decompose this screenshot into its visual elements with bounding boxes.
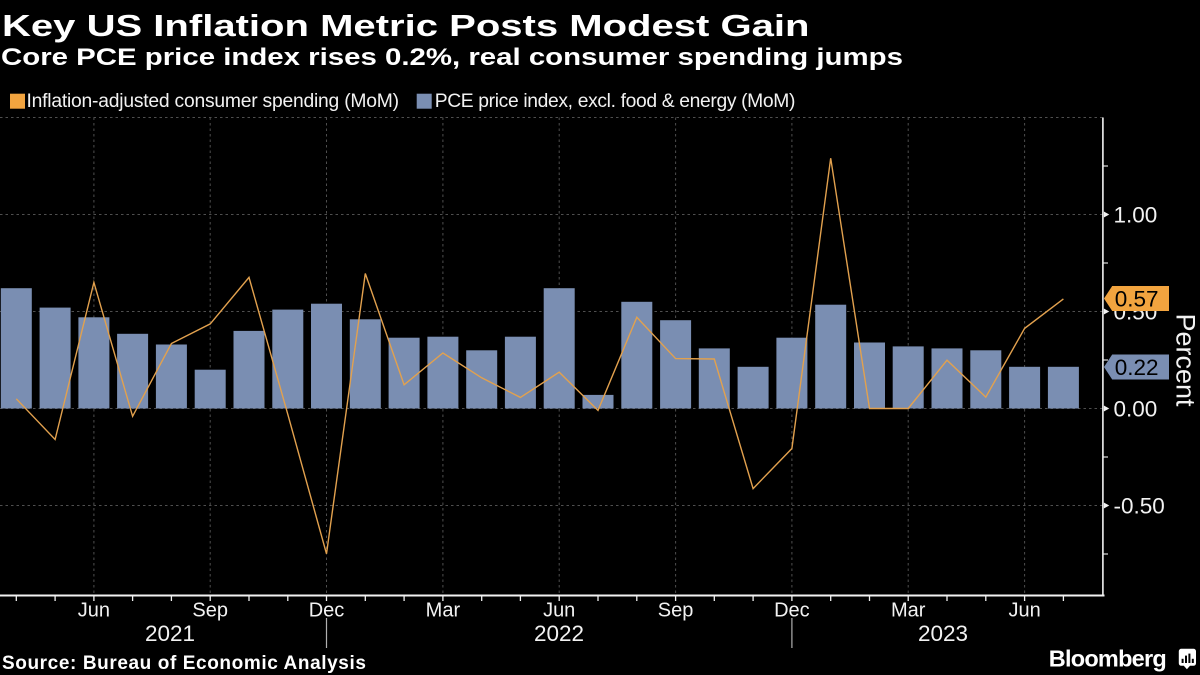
svg-text:Jun: Jun bbox=[78, 599, 110, 621]
svg-text:0.00: 0.00 bbox=[1114, 397, 1158, 422]
svg-text:2022: 2022 bbox=[534, 621, 584, 646]
svg-text:Sep: Sep bbox=[658, 599, 694, 621]
svg-text:Core PCE price index rises 0.2: Core PCE price index rises 0.2%, real co… bbox=[1, 43, 903, 70]
svg-text:Jun: Jun bbox=[1008, 599, 1040, 621]
svg-text:-0.50: -0.50 bbox=[1114, 494, 1165, 519]
svg-text:Bloomberg: Bloomberg bbox=[1049, 646, 1166, 672]
svg-text:2021: 2021 bbox=[145, 621, 195, 646]
svg-text:Dec: Dec bbox=[309, 599, 345, 621]
svg-text:2023: 2023 bbox=[918, 621, 968, 646]
svg-text:Mar: Mar bbox=[426, 599, 461, 621]
svg-text:Mar: Mar bbox=[891, 599, 926, 621]
svg-text:Dec: Dec bbox=[774, 599, 810, 621]
svg-text:0.22: 0.22 bbox=[1115, 355, 1159, 380]
svg-text:Source: Bureau of Economic Ana: Source: Bureau of Economic Analysis bbox=[2, 653, 367, 674]
svg-text:1.00: 1.00 bbox=[1114, 203, 1158, 228]
svg-text:Inflation-adjusted consumer sp: Inflation-adjusted consumer spending (Mo… bbox=[27, 91, 399, 112]
svg-text:Key US Inflation Metric Posts: Key US Inflation Metric Posts Modest Gai… bbox=[2, 8, 809, 43]
svg-text:Percent: Percent bbox=[1171, 313, 1200, 407]
svg-text:0.57: 0.57 bbox=[1115, 287, 1159, 312]
svg-text:PCE price index, excl. food &: PCE price index, excl. food & energy (Mo… bbox=[435, 91, 795, 112]
svg-text:Jun: Jun bbox=[543, 599, 575, 621]
svg-text:Sep: Sep bbox=[192, 599, 228, 621]
